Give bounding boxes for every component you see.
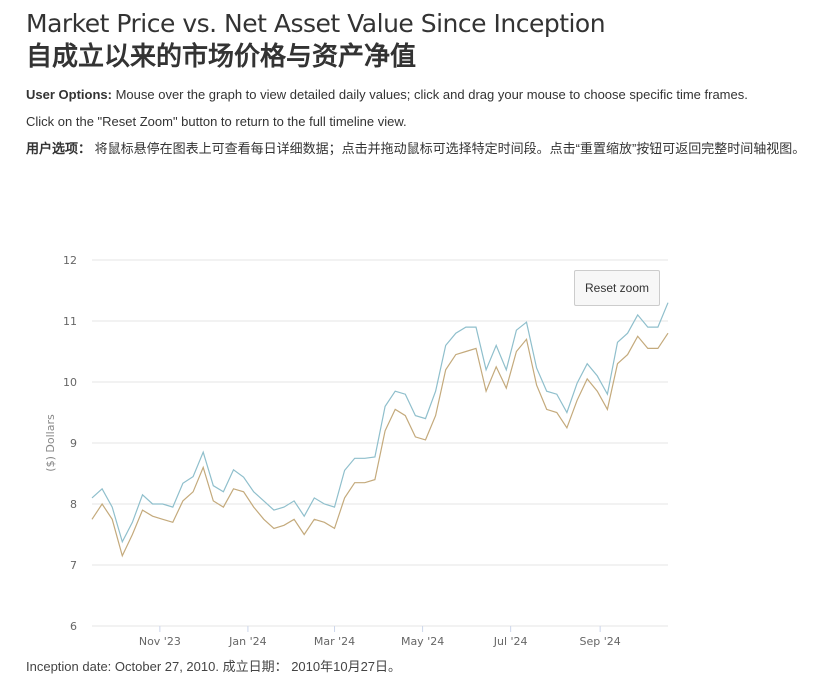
x-tick-label: Nov '23 — [139, 635, 181, 648]
user-options-text: Mouse over the graph to view detailed da… — [111, 87, 748, 102]
y-tick-label: 12 — [63, 254, 77, 267]
inception-date: Inception date: October 27, 2010. 成立日期： … — [26, 659, 402, 674]
y-tick-label: 6 — [70, 620, 77, 633]
x-tick-label: Sep '24 — [580, 635, 621, 648]
user-options-reset-text: Click on the "Reset Zoom" button to retu… — [26, 114, 407, 129]
x-tick-label: Jan '24 — [228, 635, 266, 648]
x-tick-label: May '24 — [401, 635, 444, 648]
user-options-label: User Options: — [26, 87, 112, 102]
page-title: Market Price vs. Net Asset Value Since I… — [26, 9, 606, 38]
series-line-1 — [91, 302, 669, 544]
user-options-label-chinese: 用户选项： — [26, 141, 92, 156]
page-title-chinese: 自成立以来的市场价格与资产净值 — [26, 41, 417, 71]
y-tick-label: 7 — [70, 559, 77, 572]
y-axis-label: ($) Dollars — [44, 414, 57, 472]
user-options-text-chinese: 将鼠标悬停在图表上可查看每日详细数据；点击并拖动鼠标可选择特定时间段。点击“重置… — [91, 141, 806, 156]
x-tick-label: Jul '24 — [493, 635, 528, 648]
y-tick-label: 9 — [70, 437, 77, 450]
x-tick-label: Mar '24 — [314, 635, 355, 648]
y-tick-label: 11 — [63, 315, 77, 328]
reset-zoom-button[interactable]: Reset zoom — [574, 270, 660, 306]
series-line-2 — [91, 332, 669, 558]
y-tick-label: 8 — [70, 498, 77, 511]
price-nav-chart[interactable]: 6 7 8 9 10 11 12 Nov '23 Jan '24 Mar '24 May '24 Ju… — [0, 240, 840, 655]
page-header: Market Price vs. Net Asset Value Since I… — [26, 8, 826, 166]
y-tick-label: 10 — [63, 376, 77, 389]
user-options: User Options: Mouse over the graph to vi… — [26, 85, 826, 104]
user-options-chinese: 用户选项： 将鼠标悬停在图表上可查看每日详细数据；点击并拖动鼠标可选择特定时间段… — [26, 139, 826, 158]
